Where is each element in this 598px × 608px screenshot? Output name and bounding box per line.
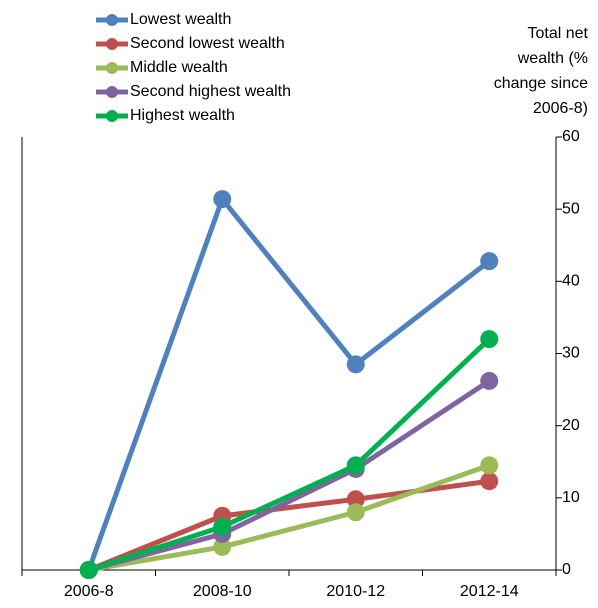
legend-label: Middle wealth — [130, 59, 228, 76]
y-tick-label: 20 — [562, 417, 580, 434]
data-point — [480, 472, 499, 491]
data-point — [213, 537, 232, 556]
x-tick-label: 2012-14 — [460, 583, 519, 600]
y-tick-label: 40 — [562, 273, 580, 290]
y-axis-label: 2006-8) — [533, 100, 588, 117]
legend-marker — [106, 110, 118, 122]
data-point — [346, 490, 365, 509]
legend-marker — [106, 14, 118, 26]
legend-marker — [106, 62, 118, 74]
series-line — [86, 196, 491, 571]
data-point — [213, 517, 232, 536]
data-point — [480, 252, 499, 271]
legend-label: Second lowest wealth — [130, 35, 285, 52]
data-point — [346, 355, 365, 374]
legend-marker — [106, 86, 118, 98]
legend-label: Lowest wealth — [130, 11, 231, 28]
data-point — [79, 561, 98, 579]
y-tick-label: 60 — [562, 128, 580, 145]
series-line — [88, 378, 491, 573]
data-point — [480, 330, 499, 349]
y-axis-label: Total net — [528, 25, 589, 42]
legend-marker — [106, 38, 118, 50]
data-point — [346, 503, 365, 522]
data-point — [480, 456, 499, 475]
y-tick-label: 10 — [562, 489, 580, 506]
y-axis-label: wealth (% — [517, 50, 588, 67]
x-tick-label: 2006-8 — [64, 583, 114, 600]
legend-label: Second highest wealth — [130, 83, 291, 100]
data-point — [213, 190, 232, 209]
y-tick-label: 30 — [562, 345, 580, 362]
data-point — [346, 456, 365, 475]
x-tick-label: 2008-10 — [193, 583, 252, 600]
y-tick-label: 50 — [562, 200, 580, 217]
y-axis-label: change since — [494, 75, 588, 92]
x-tick-label: 2010-12 — [326, 583, 385, 600]
data-point — [480, 371, 499, 390]
legend-label: Highest wealth — [130, 107, 235, 124]
y-tick-label: 0 — [562, 561, 571, 578]
series-line — [88, 462, 491, 573]
series-line — [87, 337, 491, 573]
